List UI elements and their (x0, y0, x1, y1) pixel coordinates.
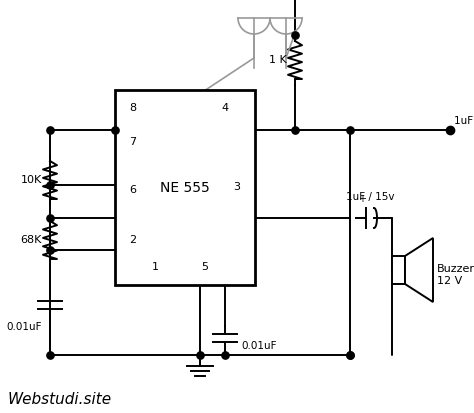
Polygon shape (405, 238, 433, 302)
Text: 1: 1 (152, 262, 158, 272)
Text: 1 K: 1 K (269, 55, 287, 65)
Text: 1uF / 15v: 1uF / 15v (454, 116, 474, 126)
Text: 1uF / 15v: 1uF / 15v (346, 192, 394, 202)
Bar (115, 90, 255, 285)
Bar (392, 256, 405, 284)
Text: 8: 8 (129, 103, 137, 113)
Text: NE 555: NE 555 (160, 180, 210, 195)
Text: 10K: 10K (21, 175, 42, 185)
Text: 0.01uF: 0.01uF (7, 322, 42, 332)
Text: Buzzer
12 V: Buzzer 12 V (437, 264, 474, 286)
Text: 4: 4 (221, 103, 228, 113)
Text: 3: 3 (234, 183, 240, 192)
Text: +: + (358, 194, 366, 204)
Text: 6: 6 (129, 185, 137, 195)
Text: Webstudi.site: Webstudi.site (8, 392, 112, 408)
Text: 0.01uF: 0.01uF (241, 341, 276, 351)
Text: 7: 7 (129, 137, 137, 147)
Text: 5: 5 (201, 262, 209, 272)
Text: 2: 2 (129, 235, 137, 245)
Text: 68K: 68K (21, 235, 42, 245)
